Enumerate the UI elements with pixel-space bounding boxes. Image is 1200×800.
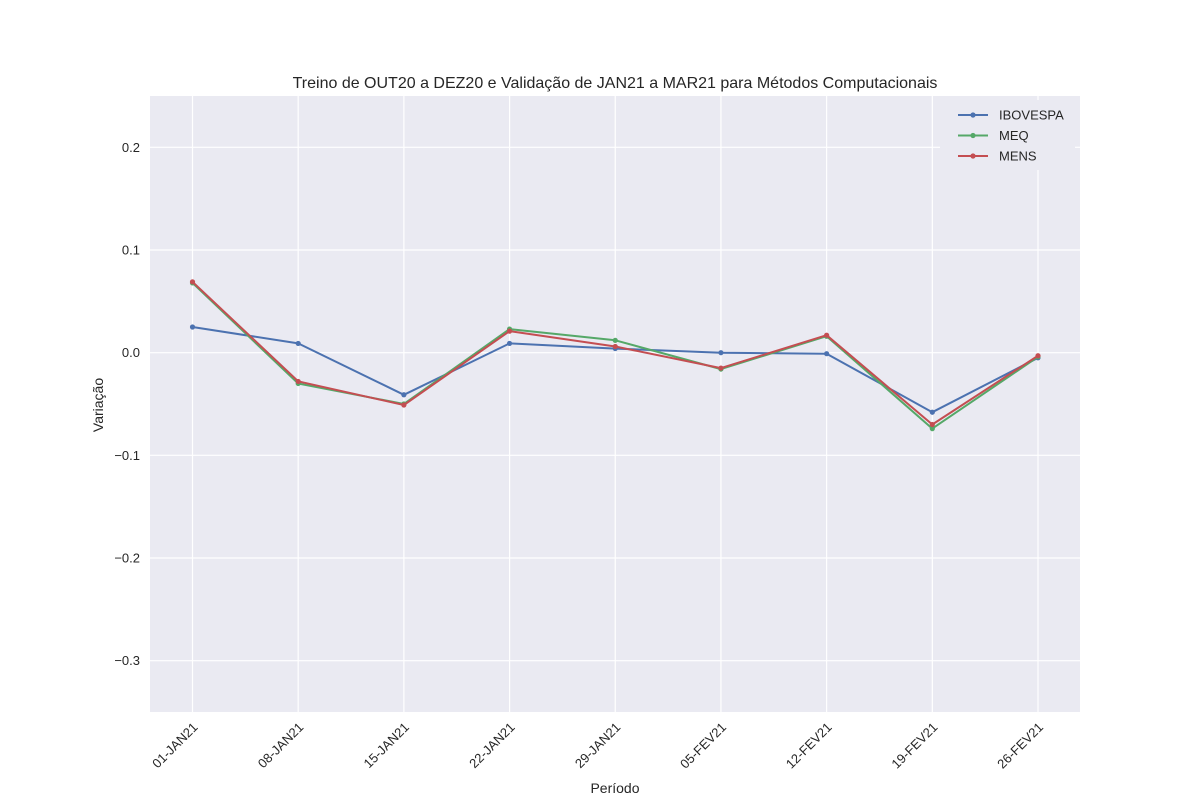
x-tick-label: 29-JAN21 xyxy=(572,720,623,771)
x-tick-label: 08-JAN21 xyxy=(255,720,306,771)
y-tick-labels: 0.2 0.1 0.0 −0.1 −0.2 −0.3 xyxy=(114,140,140,668)
y-tick-label: 0.2 xyxy=(122,140,140,155)
legend: IBOVESPA MEQ MENS xyxy=(940,100,1075,170)
x-tick-label: 12-FEV21 xyxy=(783,720,835,772)
data-point xyxy=(189,279,196,285)
data-point xyxy=(929,409,935,415)
x-axis-label: Período xyxy=(590,780,639,796)
x-tick-label: 19-FEV21 xyxy=(888,720,940,772)
grid-lines xyxy=(150,96,1080,712)
x-tick-label: 22-JAN21 xyxy=(466,720,517,771)
data-point xyxy=(929,426,935,432)
chart-title: Treino de OUT20 a DEZ20 e Validação de J… xyxy=(293,75,938,92)
data-point xyxy=(612,343,618,350)
data-point xyxy=(401,402,407,408)
x-tick-label: 01-JAN21 xyxy=(149,720,200,771)
series-mens xyxy=(189,279,1041,428)
legend-marker xyxy=(970,153,976,159)
data-point xyxy=(506,328,513,334)
y-tick-label: −0.2 xyxy=(114,551,140,566)
legend-label: MENS xyxy=(999,149,1037,164)
x-tick-label: 05-FEV21 xyxy=(677,720,729,772)
data-point xyxy=(1035,353,1041,359)
y-tick-label: −0.3 xyxy=(114,653,140,668)
data-point xyxy=(401,392,407,398)
series-meq xyxy=(189,280,1041,432)
legend-marker xyxy=(970,132,976,139)
legend-marker xyxy=(970,112,976,118)
x-tick-label: 26-FEV21 xyxy=(994,720,1046,772)
data-point xyxy=(295,340,301,347)
y-tick-label: 0.0 xyxy=(122,345,140,360)
data-point xyxy=(295,378,301,385)
x-tick-labels: 01-JAN21 08-JAN21 15-JAN21 22-JAN21 29-JAN21… xyxy=(149,720,1046,772)
legend-label: IBOVESPA xyxy=(999,108,1064,123)
data-point xyxy=(929,421,935,428)
data-point xyxy=(824,351,830,357)
y-axis-label: Variação xyxy=(90,378,106,432)
data-point xyxy=(612,337,618,343)
data-point xyxy=(824,332,830,338)
data-point xyxy=(189,324,196,330)
series-group xyxy=(189,279,1041,432)
data-point xyxy=(718,350,724,356)
data-point xyxy=(506,340,513,347)
y-tick-label: 0.1 xyxy=(122,243,140,258)
data-point xyxy=(718,365,724,371)
x-tick-label: 15-JAN21 xyxy=(361,720,412,771)
legend-label: MEQ xyxy=(999,128,1029,143)
y-tick-label: −0.1 xyxy=(114,448,140,463)
